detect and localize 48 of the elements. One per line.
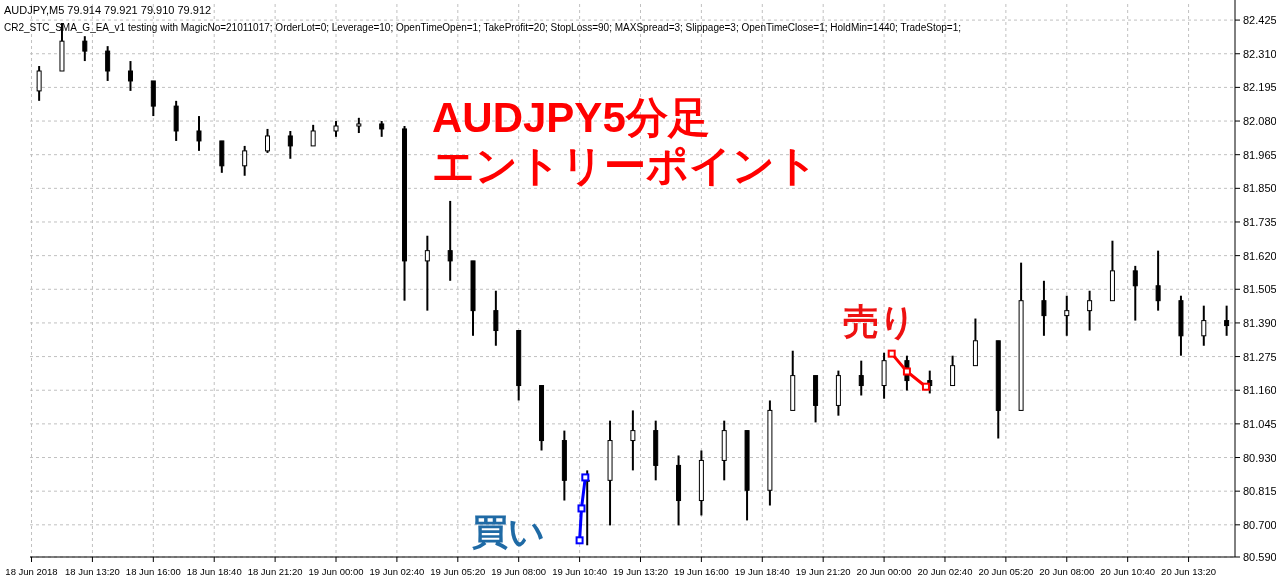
point	[887, 349, 896, 358]
x-tick-label: 20 Jun 08:00	[1039, 566, 1095, 577]
x-tick-label: 18 Jun 16:00	[125, 566, 181, 577]
x-tick-label: 19 Jun 21:20	[795, 566, 851, 577]
y-tick-label: 80.590	[1243, 551, 1276, 563]
point	[902, 367, 911, 376]
annotation: 売り	[843, 300, 917, 342]
y-tick-label: 82.310	[1243, 47, 1276, 60]
y-tick-label: 81.965	[1243, 148, 1276, 161]
x-tick-label: 19 Jun 00:00	[308, 566, 364, 577]
x-tick-label: 20 Jun 02:40	[917, 566, 973, 577]
x-tick-label: 18 Jun 13:20	[64, 566, 120, 577]
y-tick-label: 82.425	[1243, 14, 1276, 27]
y-tick-label: 81.390	[1243, 316, 1276, 329]
y-tick-label: 81.735	[1243, 215, 1276, 228]
x-tick-label: 19 Jun 18:40	[734, 566, 790, 577]
y-tick-label: 80.700	[1243, 518, 1276, 531]
x-tick-label: 19 Jun 16:00	[673, 566, 729, 577]
y-tick-label: 81.620	[1243, 249, 1276, 262]
y-tick-label: 81.275	[1243, 350, 1276, 363]
point	[581, 473, 590, 482]
x-tick-label: 18 Jun 18:40	[186, 566, 242, 577]
x-tick-label: 18 Jun 21:20	[247, 566, 303, 577]
subtitle: エントリーポイント	[432, 142, 818, 189]
x-tick-label: 19 Jun 08:00	[491, 566, 547, 577]
x-tick-label: 20 Jun 13:20	[1161, 566, 1217, 577]
annotation: 買い	[471, 511, 545, 553]
y-tick-label: 81.505	[1243, 283, 1276, 296]
x-tick-label: 19 Jun 13:20	[613, 566, 668, 577]
point	[577, 504, 586, 513]
y-tick-label: 81.850	[1243, 182, 1276, 195]
title: AUDJPY5分足	[432, 94, 710, 141]
y-tick-label: 80.930	[1243, 451, 1276, 464]
x-tick-label: 19 Jun 10:40	[552, 566, 608, 577]
point	[921, 382, 930, 391]
y-tick-label: 80.815	[1243, 485, 1276, 498]
x-tick-label: 20 Jun 00:00	[856, 566, 912, 577]
x-tick-label: 20 Jun 05:20	[978, 566, 1034, 577]
x-tick-label: 19 Jun 02:40	[369, 566, 425, 577]
point	[575, 536, 584, 545]
x-tick-label: 18 Jun 2018	[5, 566, 58, 577]
y-tick-label: 82.080	[1243, 115, 1276, 128]
x-tick-label: 19 Jun 05:20	[430, 566, 486, 577]
annotation: AUDJPY,M5 79.914 79.921 79.910 79.912	[4, 4, 212, 16]
y-tick-label: 82.195	[1243, 81, 1276, 94]
x-tick-label: 20 Jun 10:40	[1100, 566, 1156, 577]
y-tick-label: 81.160	[1243, 384, 1276, 397]
y-tick-label: 81.045	[1243, 417, 1276, 430]
